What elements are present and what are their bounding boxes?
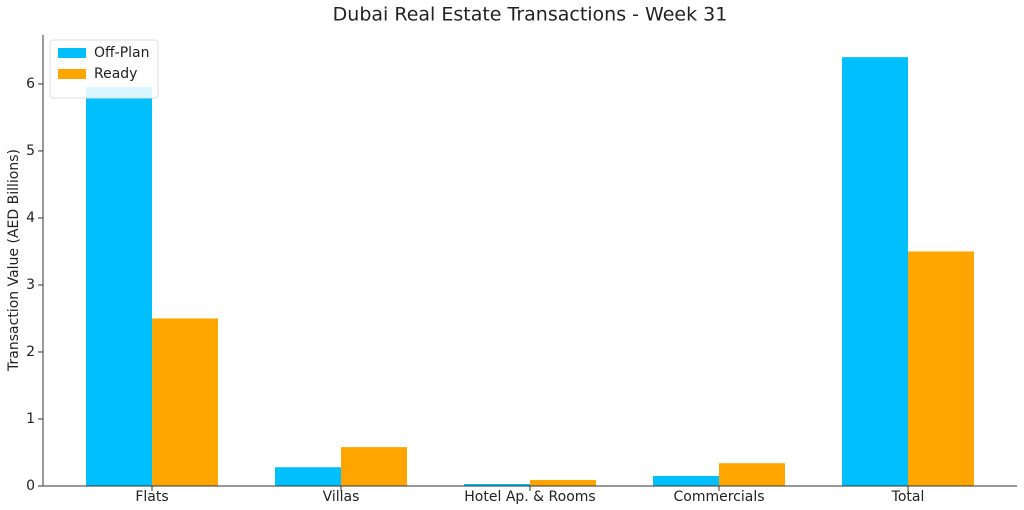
y-tick-label: 1 — [26, 411, 35, 427]
bar — [653, 475, 719, 486]
y-tick-label: 2 — [26, 344, 35, 360]
y-tick-label: 6 — [26, 76, 35, 92]
bar — [530, 479, 596, 486]
x-tick-label: Commercials — [673, 489, 764, 505]
y-tick-label: 5 — [26, 143, 35, 159]
bar — [152, 318, 218, 486]
bar — [341, 447, 407, 486]
y-axis-label: Transaction Value (AED Billions) — [6, 149, 22, 372]
x-tick-label: Total — [891, 489, 925, 505]
legend-swatch — [58, 69, 86, 79]
x-tick-label: Hotel Ap. & Rooms — [464, 489, 595, 505]
legend-label: Ready — [94, 66, 137, 82]
legend-swatch — [58, 48, 86, 58]
y-tick-label: 3 — [26, 277, 35, 293]
bar — [908, 251, 974, 486]
x-tick-label: Flats — [135, 489, 168, 505]
y-tick-label: 4 — [26, 210, 35, 226]
bar — [464, 483, 530, 486]
x-tick-label: Villas — [323, 489, 360, 505]
bar — [719, 463, 785, 486]
bar — [275, 467, 341, 486]
legend-label: Off-Plan — [94, 45, 150, 61]
bar — [842, 57, 908, 487]
chart-title: Dubai Real Estate Transactions - Week 31 — [333, 4, 728, 26]
y-tick-label: 0 — [26, 478, 35, 494]
bar — [86, 87, 152, 486]
